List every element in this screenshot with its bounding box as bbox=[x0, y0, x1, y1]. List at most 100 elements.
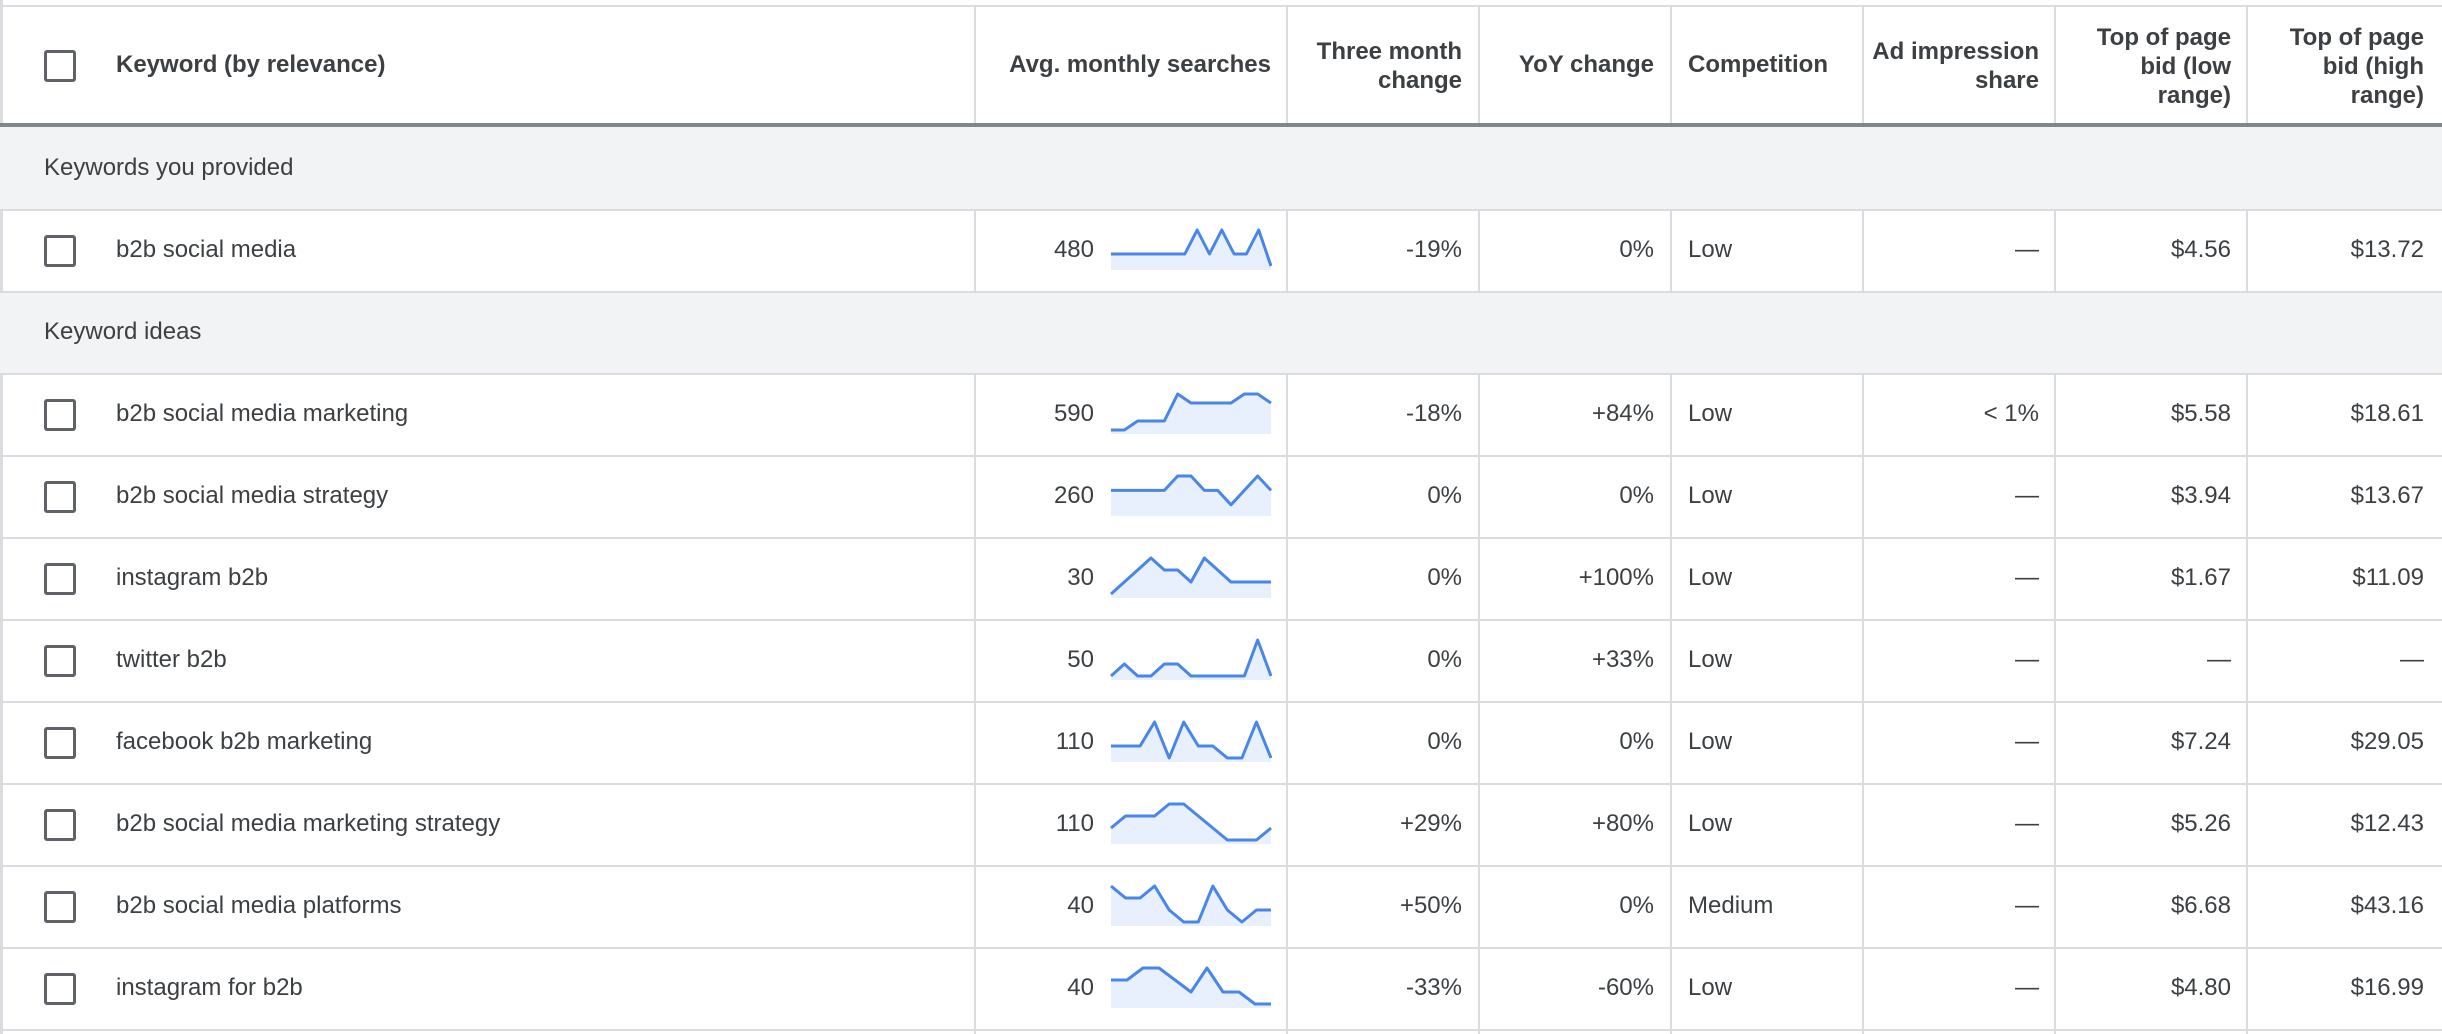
section-keywords-you-provided: Keywords you provided bbox=[0, 127, 2442, 209]
top-bid-high-cell: $16.99 bbox=[2350, 974, 2424, 1001]
column-divider bbox=[2246, 209, 2248, 291]
sparkline-line bbox=[1110, 884, 1271, 924]
search-trend-sparkline bbox=[1111, 228, 1272, 270]
top-bid-high-cell: — bbox=[2400, 646, 2424, 673]
column-header-ad-impression-share[interactable]: Ad impression share bbox=[1865, 37, 2039, 95]
three-month-change-cell: 0% bbox=[1427, 564, 1462, 591]
keyword-cell[interactable]: facebook b2b marketing bbox=[116, 728, 373, 755]
ad-impression-share-cell: — bbox=[2015, 564, 2039, 591]
row-divider bbox=[0, 455, 2442, 457]
column-header-ad-impression-share-line-1: Ad impression bbox=[1872, 38, 2039, 65]
search-trend-sparkline bbox=[1111, 474, 1272, 516]
top-bid-high-cell: $12.43 bbox=[2350, 810, 2424, 837]
sparkline-area bbox=[1111, 558, 1271, 598]
column-divider bbox=[2246, 5, 2248, 125]
sparkline-line bbox=[1110, 638, 1272, 678]
column-divider bbox=[1286, 373, 1288, 1034]
select-all-checkbox[interactable] bbox=[44, 50, 76, 82]
search-trend-sparkline bbox=[1111, 966, 1271, 1008]
row-divider bbox=[0, 291, 2442, 293]
column-divider bbox=[2054, 373, 2056, 1034]
top-bid-low-cell: $4.80 bbox=[2170, 974, 2231, 1001]
top-bid-low-cell: $5.58 bbox=[2170, 400, 2231, 427]
column-divider bbox=[974, 373, 976, 1034]
column-header-yoy-change[interactable]: YoY change bbox=[1518, 51, 1654, 78]
header-bottom-border bbox=[0, 123, 2442, 127]
row-divider bbox=[0, 783, 2442, 785]
row-checkbox[interactable] bbox=[44, 727, 76, 759]
sparkline-area bbox=[1111, 640, 1271, 680]
keyword-cell[interactable]: b2b social media bbox=[116, 236, 297, 263]
keyword-cell[interactable]: instagram for b2b bbox=[116, 974, 303, 1001]
keyword-cell[interactable]: b2b social media platforms bbox=[116, 892, 402, 919]
column-divider bbox=[2054, 209, 2056, 291]
row-checkbox[interactable] bbox=[44, 891, 76, 923]
column-header-competition[interactable]: Competition bbox=[1688, 51, 1828, 78]
top-bid-low-cell: $6.68 bbox=[2170, 892, 2231, 919]
column-header-keyword[interactable]: Keyword (by relevance) bbox=[116, 51, 386, 78]
column-header-top-bid-high[interactable]: Top of page bid (high range) bbox=[2250, 23, 2424, 110]
top-bid-low-cell: $7.24 bbox=[2170, 728, 2231, 755]
column-header-top-bid-low-line-3: range) bbox=[2157, 82, 2231, 109]
keyword-cell[interactable]: instagram b2b bbox=[116, 564, 269, 591]
yoy-change-cell: +33% bbox=[1591, 646, 1654, 673]
three-month-change-cell: -33% bbox=[1405, 974, 1462, 1001]
column-divider bbox=[1478, 209, 1480, 291]
sparkline-line bbox=[1111, 228, 1272, 267]
sparkline-line bbox=[1111, 720, 1272, 760]
three-month-change-cell: 0% bbox=[1427, 646, 1462, 673]
yoy-change-cell: +80% bbox=[1591, 810, 1654, 837]
row-divider bbox=[0, 537, 2442, 539]
column-divider bbox=[1478, 5, 1480, 125]
competition-cell: Low bbox=[1688, 236, 1733, 263]
column-divider bbox=[1862, 373, 1864, 1034]
search-trend-sparkline bbox=[1111, 392, 1272, 434]
ad-impression-share-cell: — bbox=[2015, 974, 2039, 1001]
yoy-change-cell: 0% bbox=[1619, 892, 1654, 919]
ad-impression-share-cell: — bbox=[2015, 810, 2039, 837]
keyword-cell[interactable]: b2b social media marketing strategy bbox=[116, 810, 501, 837]
top-bid-low-cell: $4.56 bbox=[2170, 236, 2231, 263]
keyword-cell[interactable]: twitter b2b bbox=[116, 646, 227, 673]
sparkline-area bbox=[1111, 968, 1271, 1008]
search-trend-sparkline bbox=[1110, 802, 1272, 844]
top-bid-high-cell: $11.09 bbox=[2352, 564, 2424, 591]
keyword-cell[interactable]: b2b social media strategy bbox=[116, 482, 389, 509]
column-header-three-month-change[interactable]: Three month change bbox=[1288, 37, 1462, 95]
three-month-change-cell: -18% bbox=[1405, 400, 1462, 427]
sparkline-area bbox=[1111, 804, 1271, 844]
column-divider bbox=[974, 5, 976, 125]
top-bid-high-cell: $43.16 bbox=[2350, 892, 2424, 919]
row-checkbox[interactable] bbox=[44, 973, 76, 1005]
row-checkbox[interactable] bbox=[44, 481, 76, 513]
column-header-top-bid-high-line-1: Top of page bbox=[2289, 24, 2424, 51]
yoy-change-cell: -60% bbox=[1597, 974, 1654, 1001]
search-trend-sparkline bbox=[1111, 720, 1272, 762]
table-left-border bbox=[0, 0, 3, 1034]
avg-monthly-searches-cell: 50 bbox=[1067, 646, 1094, 673]
yoy-change-cell: +84% bbox=[1591, 400, 1654, 427]
row-checkbox[interactable] bbox=[44, 563, 76, 595]
row-checkbox[interactable] bbox=[44, 399, 76, 431]
row-checkbox[interactable] bbox=[44, 235, 76, 267]
competition-cell: Low bbox=[1688, 728, 1733, 755]
row-checkbox[interactable] bbox=[44, 645, 76, 677]
column-header-top-bid-low[interactable]: Top of page bid (low range) bbox=[2057, 23, 2231, 110]
top-bid-high-cell: $13.67 bbox=[2350, 482, 2424, 509]
row-checkbox[interactable] bbox=[44, 809, 76, 841]
column-header-three-month-change-line-1: Three month bbox=[1316, 38, 1462, 65]
column-divider bbox=[1478, 373, 1480, 1034]
column-header-top-bid-high-line-3: range) bbox=[2350, 82, 2424, 109]
avg-monthly-searches-cell: 110 bbox=[1055, 810, 1094, 837]
top-bid-low-cell: $5.26 bbox=[2170, 810, 2231, 837]
top-bid-low-cell: $1.67 bbox=[2170, 564, 2231, 591]
row-divider bbox=[0, 701, 2442, 703]
competition-cell: Medium bbox=[1688, 892, 1774, 919]
column-divider bbox=[2054, 5, 2056, 125]
column-header-avg-monthly-searches[interactable]: Avg. monthly searches bbox=[1009, 51, 1271, 78]
avg-monthly-searches-cell: 40 bbox=[1067, 974, 1094, 1001]
avg-monthly-searches-cell: 40 bbox=[1067, 892, 1094, 919]
competition-cell: Low bbox=[1688, 482, 1733, 509]
row-divider bbox=[0, 619, 2442, 621]
keyword-cell[interactable]: b2b social media marketing bbox=[116, 400, 409, 427]
